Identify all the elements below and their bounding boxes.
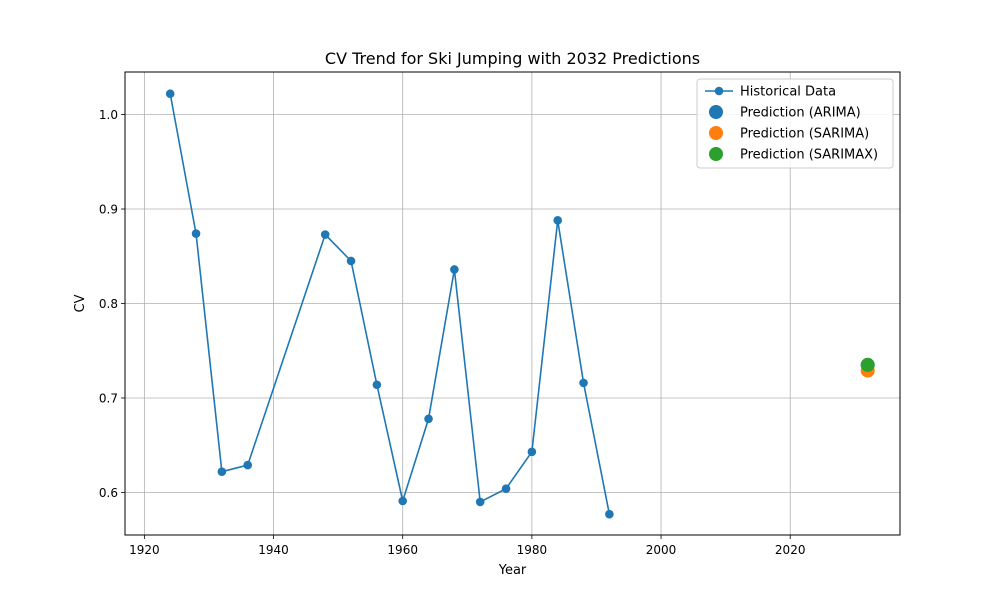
historical-data-point bbox=[243, 460, 253, 470]
x-axis-label: Year bbox=[498, 563, 527, 578]
x-tick-label: 1940 bbox=[258, 543, 289, 557]
legend-marker-swatch bbox=[714, 86, 724, 96]
historical-data-point bbox=[605, 509, 614, 519]
x-axis-ticks: 1920 1940 1960 1980 2000 2020 bbox=[129, 535, 805, 557]
legend-box bbox=[696, 78, 894, 169]
historical-data-point bbox=[346, 256, 356, 266]
y-axis-ticks: 0.6 0.7 0.8 0.9 1.0 bbox=[99, 108, 125, 500]
historical-data-point bbox=[553, 216, 563, 225]
x-tick-label: 2000 bbox=[646, 543, 677, 557]
historical-data-point bbox=[398, 496, 408, 506]
x-tick-label: 2020 bbox=[775, 543, 806, 557]
y-tick-label: 0.7 bbox=[99, 391, 118, 405]
x-tick-label: 1960 bbox=[387, 543, 418, 557]
historical-data-point bbox=[424, 414, 433, 424]
legend: Historical Data Prediction (ARIMA) Predict… bbox=[696, 78, 894, 169]
historical-data-point bbox=[527, 447, 537, 457]
historical-data-point bbox=[217, 467, 227, 476]
chart-title: CV Trend for Ski Jumping with 2032 Predi… bbox=[325, 49, 700, 68]
series-layer bbox=[165, 89, 875, 519]
legend-label: Historical Data bbox=[740, 85, 836, 100]
historical-data-point bbox=[165, 89, 175, 99]
historical-data-point bbox=[475, 497, 485, 507]
y-tick-label: 0.6 bbox=[99, 486, 118, 500]
y-axis-label: CV bbox=[73, 294, 88, 312]
x-tick-label: 1980 bbox=[517, 543, 548, 557]
y-tick-label: 0.8 bbox=[99, 297, 118, 311]
x-tick-label: 1920 bbox=[129, 543, 160, 557]
historical-data-point bbox=[501, 484, 511, 494]
historical-data-point bbox=[372, 380, 382, 390]
prediction-sarimax-point bbox=[860, 357, 875, 372]
historical-data-point bbox=[191, 229, 201, 238]
historical-data-line bbox=[169, 93, 611, 515]
historical-data-point bbox=[579, 378, 588, 388]
legend-marker-swatch bbox=[709, 126, 723, 140]
legend-label: Prediction (SARIMAX) bbox=[740, 148, 878, 163]
legend-label: Prediction (SARIMA) bbox=[740, 127, 869, 142]
legend-label: Prediction (ARIMA) bbox=[740, 106, 861, 121]
historical-data-point bbox=[450, 265, 459, 274]
legend-marker-swatch bbox=[709, 147, 723, 161]
legend-marker-swatch bbox=[709, 105, 723, 119]
y-tick-label: 0.9 bbox=[99, 203, 118, 217]
y-tick-label: 1.0 bbox=[99, 108, 118, 122]
historical-data-point bbox=[320, 230, 330, 239]
